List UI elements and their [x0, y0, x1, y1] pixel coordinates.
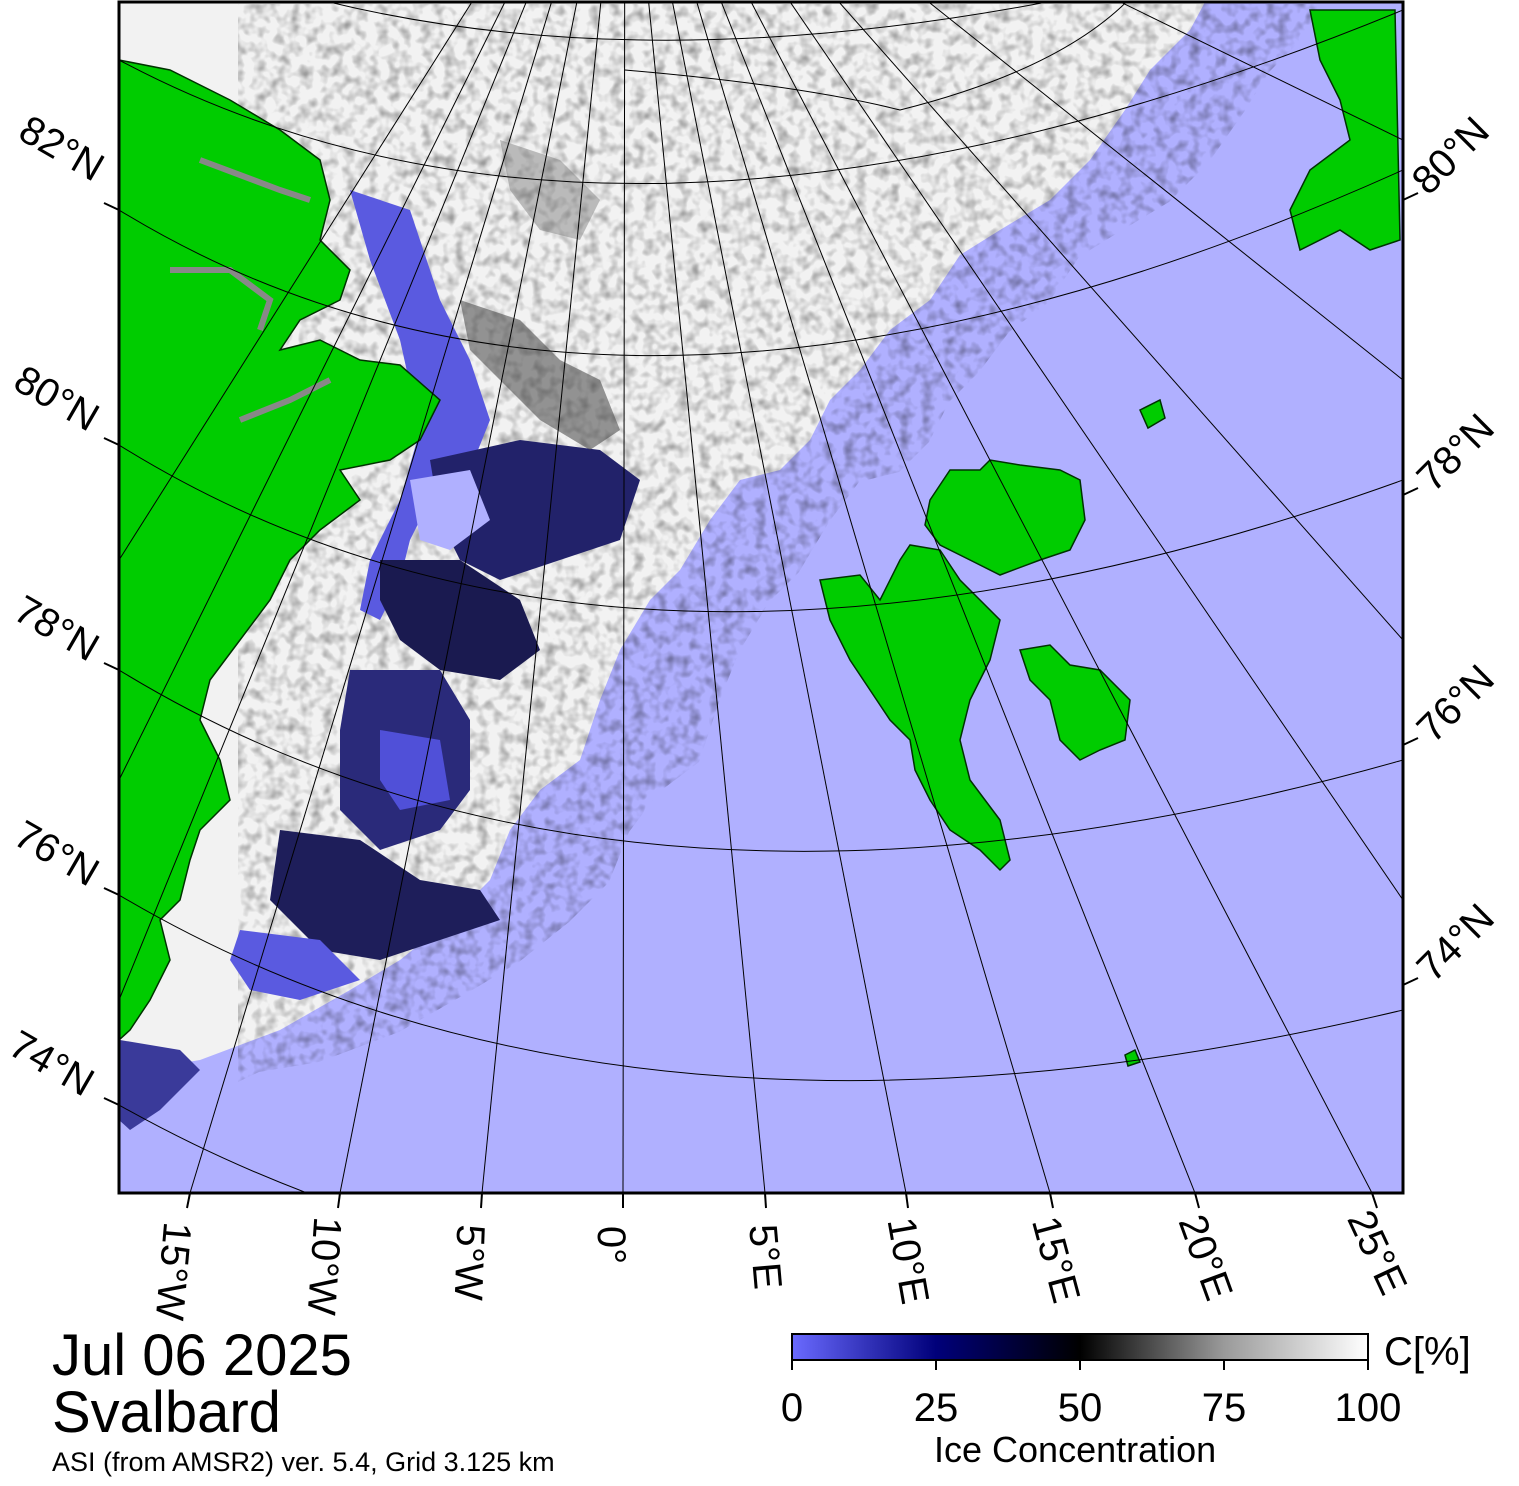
- lat-label-right: 78°N: [1409, 406, 1503, 500]
- tick-marks: [103, 192, 1419, 1209]
- meridians: [119, 2, 1403, 1193]
- lon-label: 0°: [589, 1226, 633, 1264]
- map-frame: [117, 0, 1405, 1195]
- lat-label-right: 80°N: [1404, 109, 1498, 203]
- colorbar-tick-label: 0: [780, 1386, 804, 1430]
- lon-label: 5°W: [446, 1224, 493, 1302]
- svalbard-land: [819, 9, 1401, 1067]
- greenland-fjords: [170, 157, 332, 423]
- lat-label-left: 76°N: [7, 812, 106, 895]
- lon-label: 15°W: [147, 1220, 199, 1322]
- lon-label: 15°E: [1023, 1212, 1088, 1308]
- marginal-ice-zone: [119, 140, 640, 1130]
- colorbar-gradient: [791, 1333, 1369, 1361]
- latitude-circles: [119, 2, 1403, 1193]
- lat-label-right: 76°N: [1409, 657, 1503, 751]
- lat-label-left: 78°N: [7, 587, 106, 670]
- colorbar-ticks: [791, 1360, 1369, 1370]
- lat-label-left: 74°N: [2, 1022, 101, 1105]
- colorbar-tick-label: 75: [1201, 1386, 1247, 1430]
- colorbar-tick-label: 25: [913, 1386, 959, 1430]
- lon-label: 10°E: [879, 1214, 937, 1307]
- date-label: Jul 06 2025: [52, 1323, 352, 1388]
- lon-label: 25°E: [1338, 1204, 1415, 1302]
- lon-label: 5°E: [740, 1223, 789, 1292]
- colorbar-tick-label: 50: [1057, 1386, 1103, 1430]
- greenland-land: [119, 59, 441, 1042]
- lat-label-right: 74°N: [1409, 896, 1503, 990]
- colorbar-tick-label: 100: [1334, 1386, 1402, 1430]
- colorbar-title: Ice Concentration: [934, 1429, 1217, 1470]
- colorbar-unit: C[%]: [1384, 1330, 1471, 1374]
- region-label: Svalbard: [52, 1380, 281, 1445]
- lat-label-left: 82°N: [12, 107, 111, 190]
- lon-label: 20°E: [1170, 1209, 1241, 1306]
- lat-label-left: 80°N: [7, 357, 106, 440]
- source-label: ASI (from AMSR2) ver. 5.4, Grid 3.125 km: [52, 1447, 555, 1477]
- lon-label: 10°W: [299, 1215, 350, 1316]
